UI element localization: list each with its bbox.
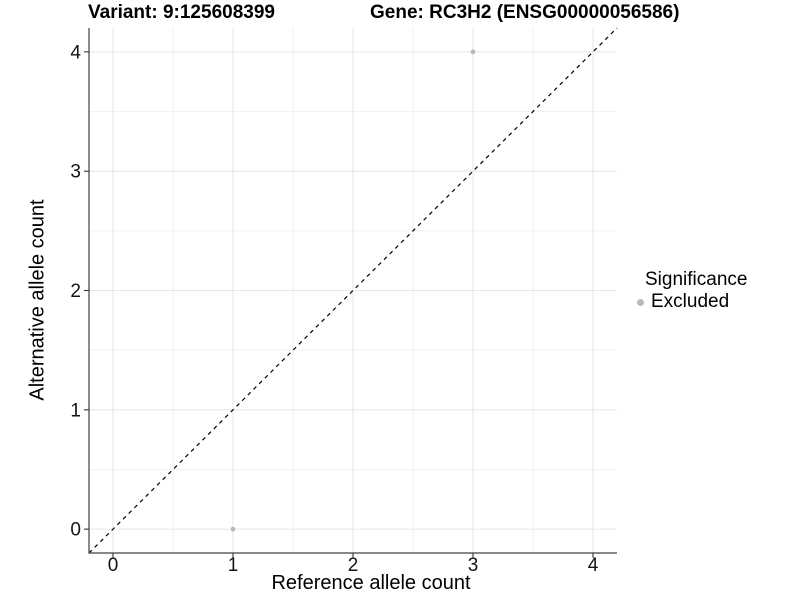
svg-text:1: 1 (70, 400, 81, 421)
svg-text:2: 2 (70, 281, 81, 302)
svg-text:1: 1 (228, 555, 239, 576)
svg-text:0: 0 (108, 555, 119, 576)
excluded-marker-icon (637, 298, 644, 306)
svg-text:4: 4 (70, 42, 81, 63)
legend-title: Significance (645, 269, 748, 290)
legend-item-excluded: Excluded (636, 292, 747, 312)
svg-text:3: 3 (70, 162, 81, 183)
variant-title: Variant: 9:125608399 (88, 2, 275, 23)
svg-text:4: 4 (588, 555, 599, 576)
svg-text:0: 0 (70, 520, 81, 541)
svg-text:2: 2 (348, 555, 359, 576)
svg-text:3: 3 (468, 555, 479, 576)
y-axis-label: Alternative allele count (26, 199, 49, 401)
gene-title: Gene: RC3H2 (ENSG00000056586) (370, 2, 680, 23)
legend-item-label: Excluded (651, 291, 730, 312)
x-axis-label: Reference allele count (271, 572, 471, 594)
legend: Significance Excluded (636, 270, 747, 312)
